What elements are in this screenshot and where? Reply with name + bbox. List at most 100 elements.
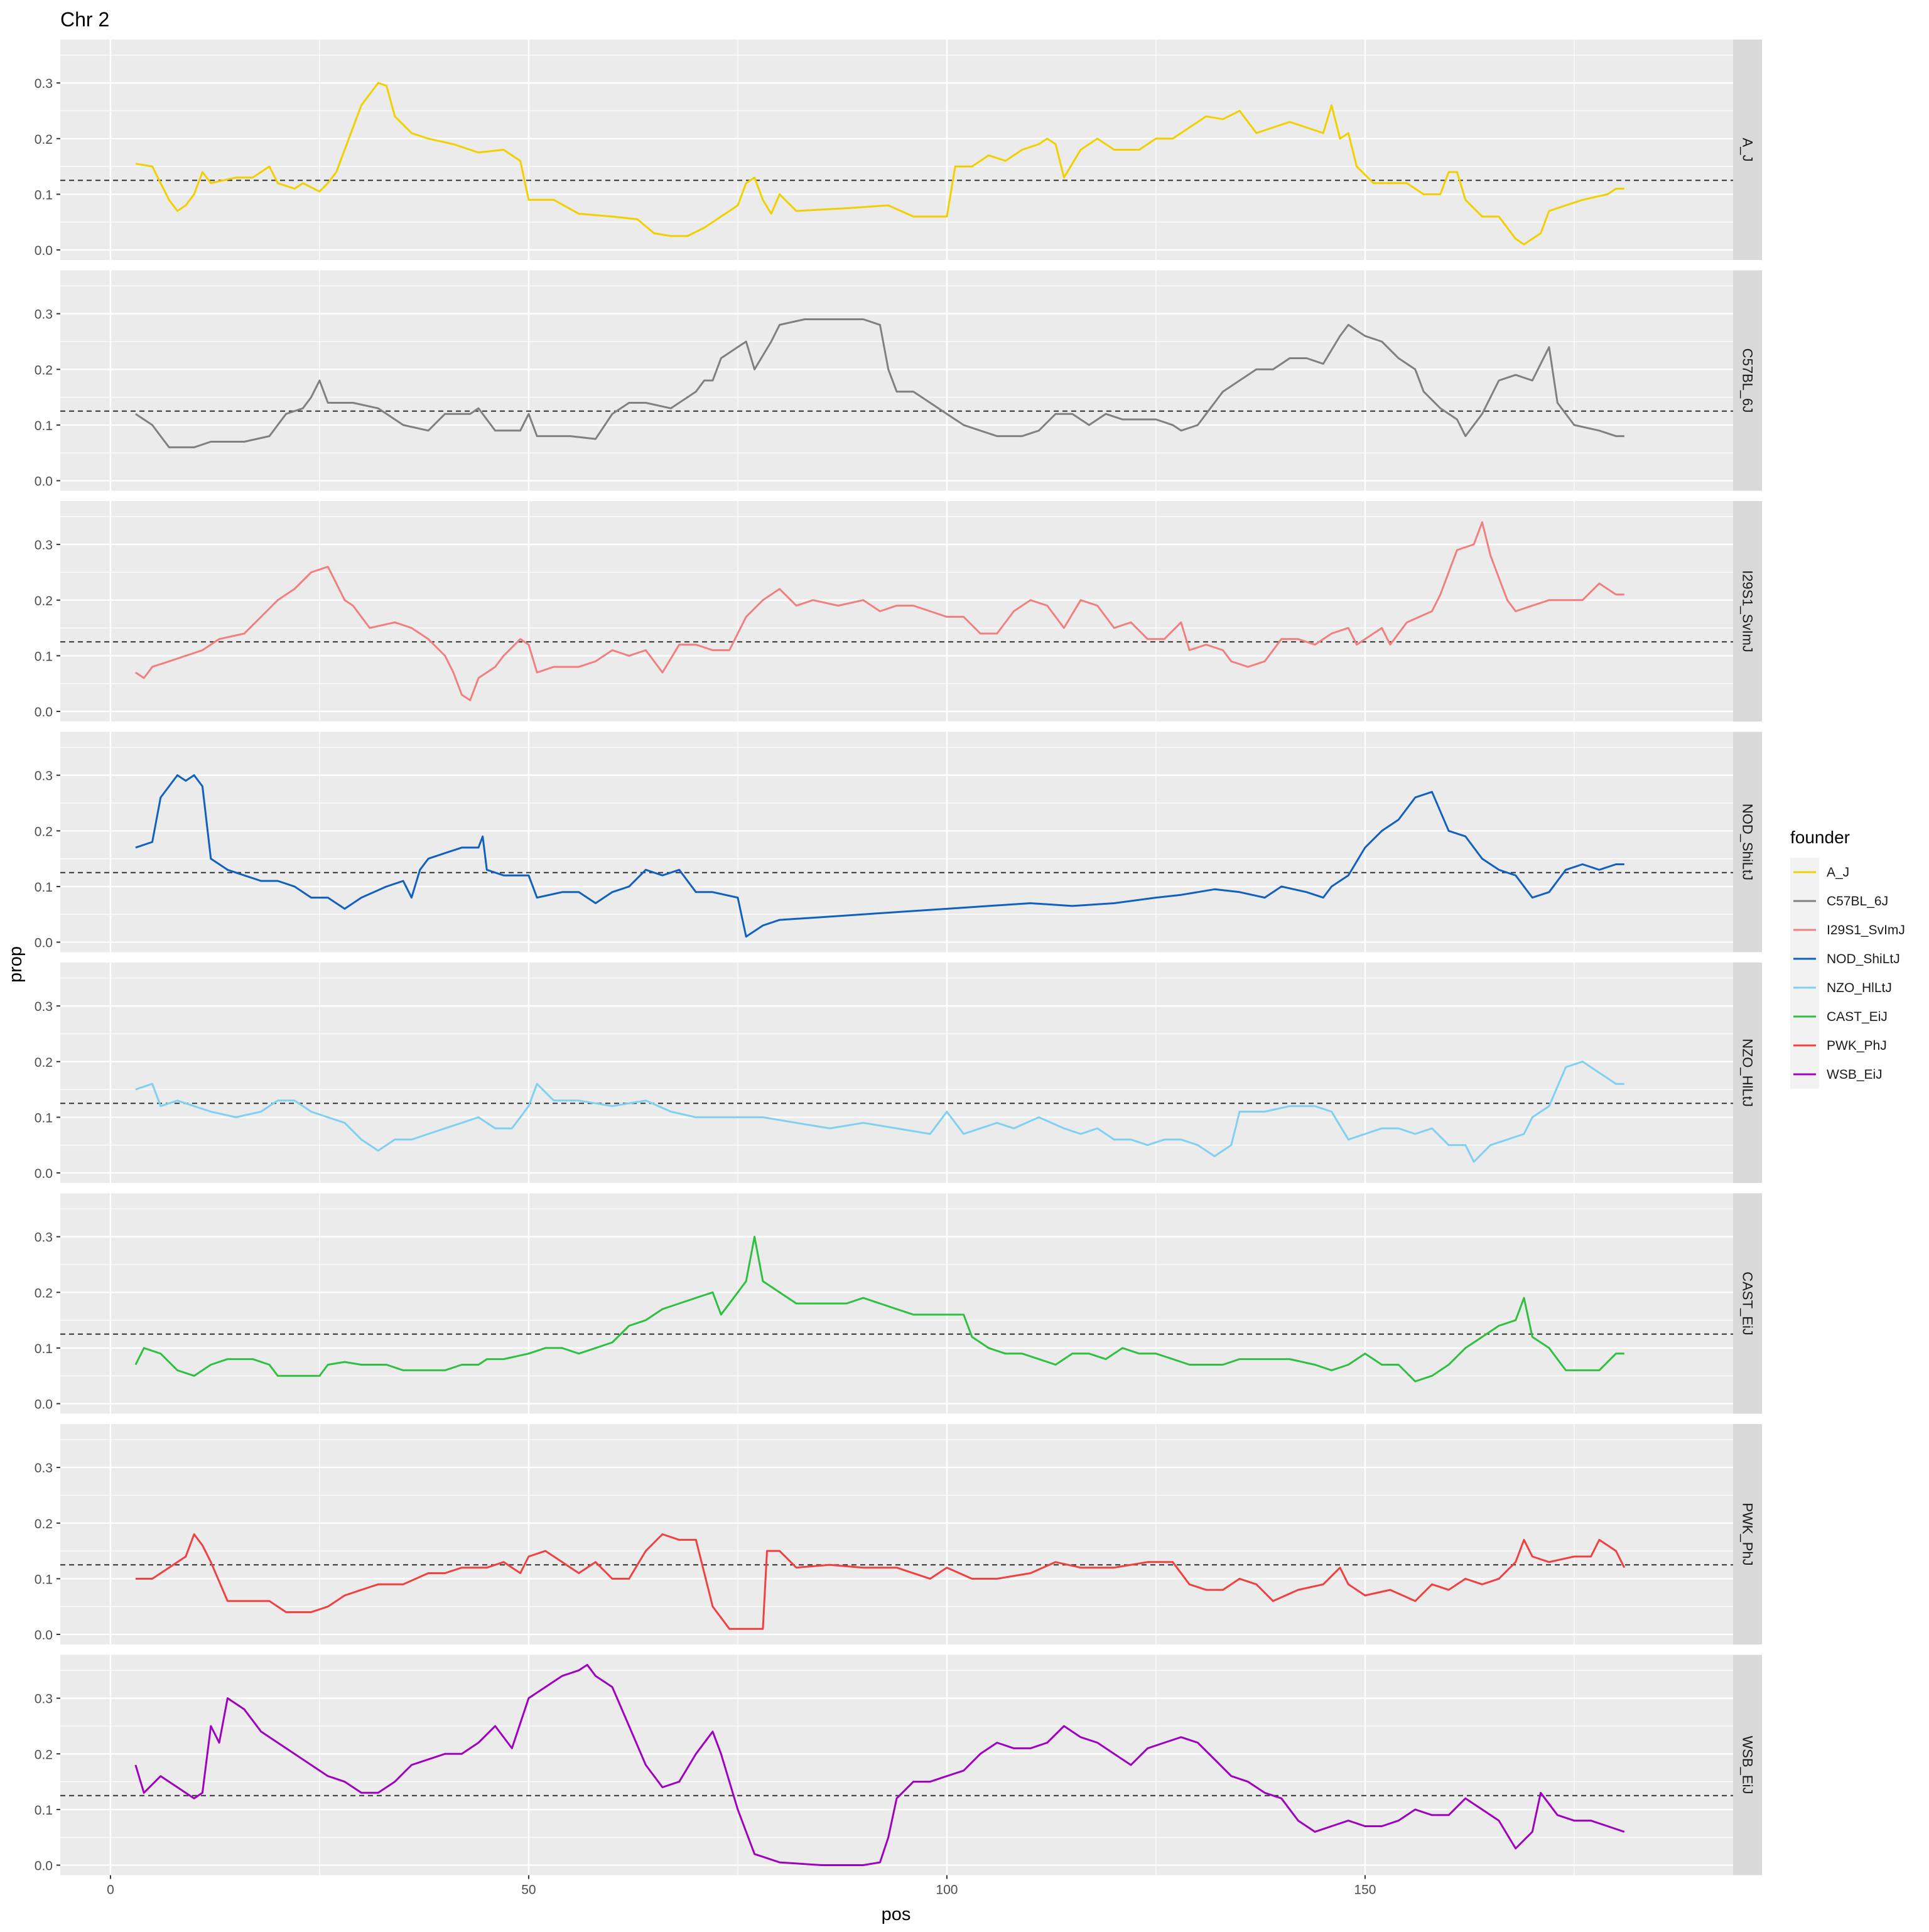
facet-strip-label: NOD_ShiLtJ: [1740, 804, 1756, 880]
panel-background: [60, 731, 1733, 953]
panel-WSB_EiJ: 0.0 0.1 0.2 0.3 WSB_EiJ 0 50 100 150: [35, 1654, 1762, 1897]
facet-strip: [1733, 1193, 1762, 1414]
y-tick-label: 0.1: [35, 880, 53, 895]
x-axis-label: pos: [882, 1904, 911, 1924]
y-tick-label: 0.2: [35, 1055, 53, 1070]
y-tick-label: 0.3: [35, 308, 53, 322]
facet-strip-label: A_J: [1740, 138, 1756, 162]
y-tick-label: 0.1: [35, 1803, 53, 1818]
y-tick-label: 0.0: [35, 1167, 53, 1181]
facet-strip: [1733, 270, 1762, 491]
series-line-NZO_HlLtJ: [135, 1060, 1624, 1163]
y-tick-label: 0.0: [35, 475, 53, 489]
y-tick-label: 0.0: [35, 936, 53, 951]
legend: founder A_J C57BL_6J I29S1_SvImJ NOD_ShiLtJ…: [1790, 828, 1905, 1089]
y-tick-label: 0.0: [35, 1628, 53, 1643]
legend-label: A_J: [1827, 865, 1849, 880]
legend-title: founder: [1790, 828, 1850, 847]
panel-background: [60, 270, 1733, 491]
y-tick-label: 0.1: [35, 188, 53, 202]
panel-NZO_HlLtJ: 0.0 0.1 0.2 0.3 NZO_HlLtJ: [35, 963, 1762, 1183]
panel-C57BL_6J: 0.0 0.1 0.2 0.3 C57BL_6J: [35, 270, 1762, 491]
legend-label: CAST_EiJ: [1827, 1010, 1888, 1024]
y-tick-label: 0.1: [35, 1342, 53, 1356]
panel-CAST_EiJ: 0.0 0.1 0.2 0.3 CAST_EiJ: [35, 1193, 1762, 1414]
y-tick-label: 0.1: [35, 649, 53, 664]
panel-NOD_ShiLtJ: 0.0 0.1 0.2 0.3 NOD_ShiLtJ: [35, 731, 1762, 953]
y-tick-label: 0.1: [35, 419, 53, 433]
y-tick-label: 0.0: [35, 705, 53, 720]
series-line-PWK_PhJ: [135, 1533, 1626, 1630]
y-tick-label: 0.1: [35, 1572, 53, 1587]
panels-layer: 0.00.10.20.3A_J0.00.10.20.3C57BL_6J0.00.…: [35, 40, 1762, 1897]
panel-background: [60, 1193, 1733, 1414]
y-tick-label: 0.2: [35, 824, 53, 839]
x-tick-label: 0: [107, 1883, 114, 1897]
x-tick-label: 150: [1354, 1883, 1376, 1897]
facet-strip: [1733, 731, 1762, 953]
y-tick-label: 0.2: [35, 1517, 53, 1531]
legend-item-WSB_EiJ: WSB_EiJ: [1790, 1060, 1883, 1089]
y-tick-label: 0.2: [35, 1286, 53, 1300]
y-tick-label: 0.3: [35, 1231, 53, 1245]
legend-label: C57BL_6J: [1827, 894, 1888, 909]
chart-title: Chr 2: [60, 8, 109, 31]
series-line-I29S1_SvImJ: [135, 521, 1624, 701]
series-line-CAST_EiJ: [134, 1236, 1624, 1383]
facet-strip: [1733, 1424, 1762, 1644]
panel-A_J: 0.0 0.1 0.2 0.3 A_J: [35, 40, 1762, 260]
y-tick-label: 0.1: [35, 1111, 53, 1125]
facet-strip-label: I29S1_SvImJ: [1740, 570, 1756, 652]
panel-background: [60, 1654, 1733, 1875]
y-tick-label: 0.3: [35, 769, 53, 784]
legend-item-NZO_HlLtJ: NZO_HlLtJ: [1790, 973, 1892, 1002]
legend-item-I29S1_SvImJ: I29S1_SvImJ: [1790, 915, 1905, 944]
panel-I29S1_SvImJ: 0.0 0.1 0.2 0.3 I29S1_SvImJ: [35, 501, 1762, 721]
facet-strip: [1733, 963, 1762, 1183]
panel-PWK_PhJ: 0.0 0.1 0.2 0.3 PWK_PhJ: [35, 1424, 1762, 1644]
legend-label: NOD_ShiLtJ: [1827, 952, 1900, 966]
series-line-C57BL_6J: [135, 318, 1624, 448]
panel-background: [60, 963, 1733, 1183]
facet-strip: [1733, 1654, 1762, 1875]
panel-background: [60, 501, 1733, 721]
y-tick-label: 0.2: [35, 594, 53, 608]
y-tick-label: 0.3: [35, 1692, 53, 1707]
series-line-A_J: [135, 82, 1624, 246]
legend-label: I29S1_SvImJ: [1827, 923, 1905, 937]
series-line-WSB_EiJ: [134, 1664, 1625, 1866]
legend-item-A_J: A_J: [1790, 858, 1849, 887]
y-tick-label: 0.3: [35, 77, 53, 91]
y-tick-label: 0.0: [35, 1859, 53, 1874]
y-tick-label: 0.2: [35, 363, 53, 377]
facet-strip-label: CAST_EiJ: [1740, 1271, 1756, 1335]
y-tick-label: 0.3: [35, 1461, 53, 1476]
legend-label: NZO_HlLtJ: [1827, 981, 1892, 995]
facet-strip: [1733, 501, 1762, 721]
panel-background: [60, 40, 1733, 260]
y-tick-label: 0.3: [35, 1000, 53, 1014]
y-tick-label: 0.0: [35, 244, 53, 258]
y-tick-label: 0.2: [35, 1747, 53, 1762]
facet-strip-label: C57BL_6J: [1740, 348, 1756, 413]
legend-item-PWK_PhJ: PWK_PhJ: [1790, 1031, 1887, 1060]
y-tick-label: 0.2: [35, 132, 53, 147]
y-tick-label: 0.3: [35, 538, 53, 553]
panel-background: [60, 1424, 1733, 1644]
y-tick-label: 0.0: [35, 1398, 53, 1412]
facet-strip: [1733, 40, 1762, 260]
legend-label: PWK_PhJ: [1827, 1039, 1887, 1053]
legend-item-C57BL_6J: C57BL_6J: [1790, 887, 1888, 915]
legend-item-NOD_ShiLtJ: NOD_ShiLtJ: [1790, 944, 1900, 973]
series-line-NOD_ShiLtJ: [135, 774, 1624, 938]
legend-item-CAST_EiJ: CAST_EiJ: [1790, 1002, 1888, 1031]
facet-strip-label: NZO_HlLtJ: [1740, 1039, 1756, 1107]
x-tick-label: 50: [521, 1883, 536, 1897]
facet-strip-label: WSB_EiJ: [1740, 1736, 1756, 1794]
x-tick-label: 100: [936, 1883, 958, 1897]
legend-label: WSB_EiJ: [1827, 1067, 1883, 1082]
y-axis-label: prop: [6, 946, 26, 983]
facet-strip-label: PWK_PhJ: [1740, 1503, 1756, 1565]
